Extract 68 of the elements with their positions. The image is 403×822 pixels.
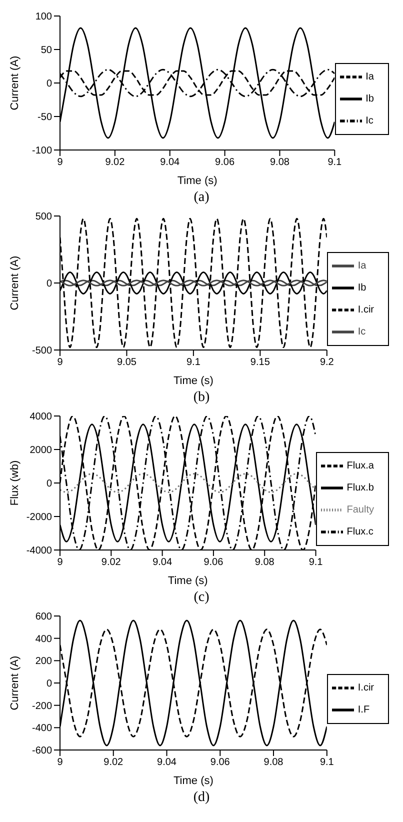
y-tick-label: 2000 <box>30 445 52 456</box>
x-tick-label: 9 <box>57 357 64 368</box>
x-tick-label: 9.08 <box>270 157 290 168</box>
x-tick-label: 9.1 <box>320 757 334 768</box>
y-tick-label: 0 <box>46 678 52 690</box>
y-tick-label: -2000 <box>26 512 52 524</box>
text: (d) <box>192 790 211 806</box>
y-tick-label: 200 <box>35 656 52 668</box>
legend-label: I.cir <box>358 304 374 316</box>
legend-label: Flux.a <box>346 460 374 472</box>
x-tick-label: 9.1 <box>328 157 342 168</box>
x-tick-label: 9.06 <box>210 757 230 768</box>
x-tick-label: 9.02 <box>101 557 122 568</box>
text: (a) <box>192 190 210 206</box>
legend-label: Faulty <box>346 504 374 516</box>
legend-label: I.cir <box>358 682 374 694</box>
x-tick-label: 9.05 <box>116 357 137 368</box>
x-tick-label: 9.02 <box>105 157 126 168</box>
y-tick-label: 0 <box>46 478 52 490</box>
y-tick-label: -500 <box>32 346 52 357</box>
x-axis-title: Time (s) <box>173 375 214 387</box>
x-tick-label: 9.04 <box>157 757 177 768</box>
x-axis-title: Time (s) <box>168 575 208 587</box>
legend-label: Ic <box>358 326 366 338</box>
x-tick-label: 9.06 <box>204 557 224 568</box>
y-tick-label: 0 <box>46 78 52 90</box>
y-tick-label: -600 <box>32 746 52 757</box>
x-axis-title: Time (s) <box>173 775 214 787</box>
y-axis-title: Current (A) <box>8 256 21 310</box>
x-tick-label: 9 <box>57 557 64 568</box>
y-tick-label: 4000 <box>30 412 52 423</box>
y-tick-label: 100 <box>35 12 52 23</box>
x-tick-label: 9.1 <box>308 557 324 568</box>
y-axis-title: Flux (wb) <box>8 460 21 506</box>
x-tick-label: 9.02 <box>104 757 124 768</box>
y-tick-label: -200 <box>32 700 52 712</box>
x-tick-label: 9.06 <box>215 157 235 168</box>
legend-label: Ia <box>366 72 374 83</box>
y-tick-label: -4000 <box>26 546 52 557</box>
x-tick-label: 9 <box>57 157 64 168</box>
x-tick-label: 9.1 <box>186 357 201 368</box>
x-tick-label: 9.04 <box>152 557 172 568</box>
y-tick-label: 0 <box>46 278 52 290</box>
x-tick-label: 9.2 <box>320 357 334 368</box>
y-tick-label: 400 <box>35 634 52 645</box>
x-tick-label: 9.15 <box>250 357 270 368</box>
y-tick-label: 50 <box>40 45 52 56</box>
y-tick-label: 600 <box>35 612 52 623</box>
y-tick-label: 500 <box>35 212 52 223</box>
y-tick-label: -400 <box>32 723 52 734</box>
legend-label: Ib <box>366 94 374 105</box>
y-tick-label: -50 <box>38 112 52 124</box>
y-axis-title: Current (A) <box>8 56 21 110</box>
legend-label: Ib <box>358 282 366 294</box>
y-axis-title: Current (A) <box>8 656 21 710</box>
legend-label: Ic <box>366 116 374 127</box>
x-tick-label: 9.08 <box>254 557 275 568</box>
legend-label: Flux.b <box>346 482 374 494</box>
x-tick-label: 9.04 <box>160 157 180 168</box>
legend-label: I.F <box>358 704 370 716</box>
text: (c) <box>192 590 210 606</box>
legend-label: Flux.c <box>346 526 374 538</box>
x-tick-label: 9 <box>57 757 64 768</box>
legend-label: Ia <box>358 260 366 272</box>
text: (b) <box>192 390 211 406</box>
x-axis-title: Time (s) <box>177 175 218 187</box>
y-tick-label: -100 <box>32 146 52 157</box>
x-tick-label: 9.08 <box>264 757 284 768</box>
